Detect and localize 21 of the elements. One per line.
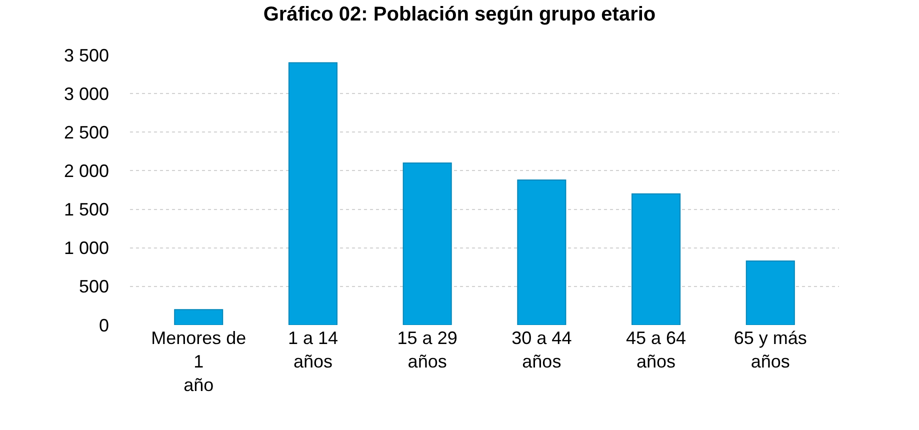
y-tick-label: 0 [98, 315, 109, 336]
bar [517, 179, 566, 325]
y-tick-label: 3 000 [64, 84, 109, 104]
x-tick-label: 45 a 64 años [626, 328, 686, 372]
x-tick-label: 30 a 44 años [512, 328, 572, 372]
bar [402, 162, 452, 325]
y-tick-label: 2 500 [64, 122, 109, 142]
x-tick-label: 65 y más años [734, 328, 807, 372]
bar [288, 62, 338, 325]
y-tick-label: 2 000 [64, 161, 109, 182]
x-tick-label: 15 a 29 años [397, 328, 458, 372]
x-tick-label: 1 a 14 años [288, 328, 338, 372]
y-tick-label: 500 [78, 276, 109, 297]
y-tick-label: 1 000 [64, 238, 109, 258]
bar [746, 260, 795, 325]
bar [174, 309, 224, 325]
y-tick-label: 1 500 [64, 200, 109, 220]
x-tick-label: Menores de 1 año [151, 328, 246, 395]
bar [632, 193, 681, 325]
y-tick-label: 3 500 [64, 45, 109, 66]
chart-title: Gráfico 02: Población según grupo etario [263, 3, 656, 26]
